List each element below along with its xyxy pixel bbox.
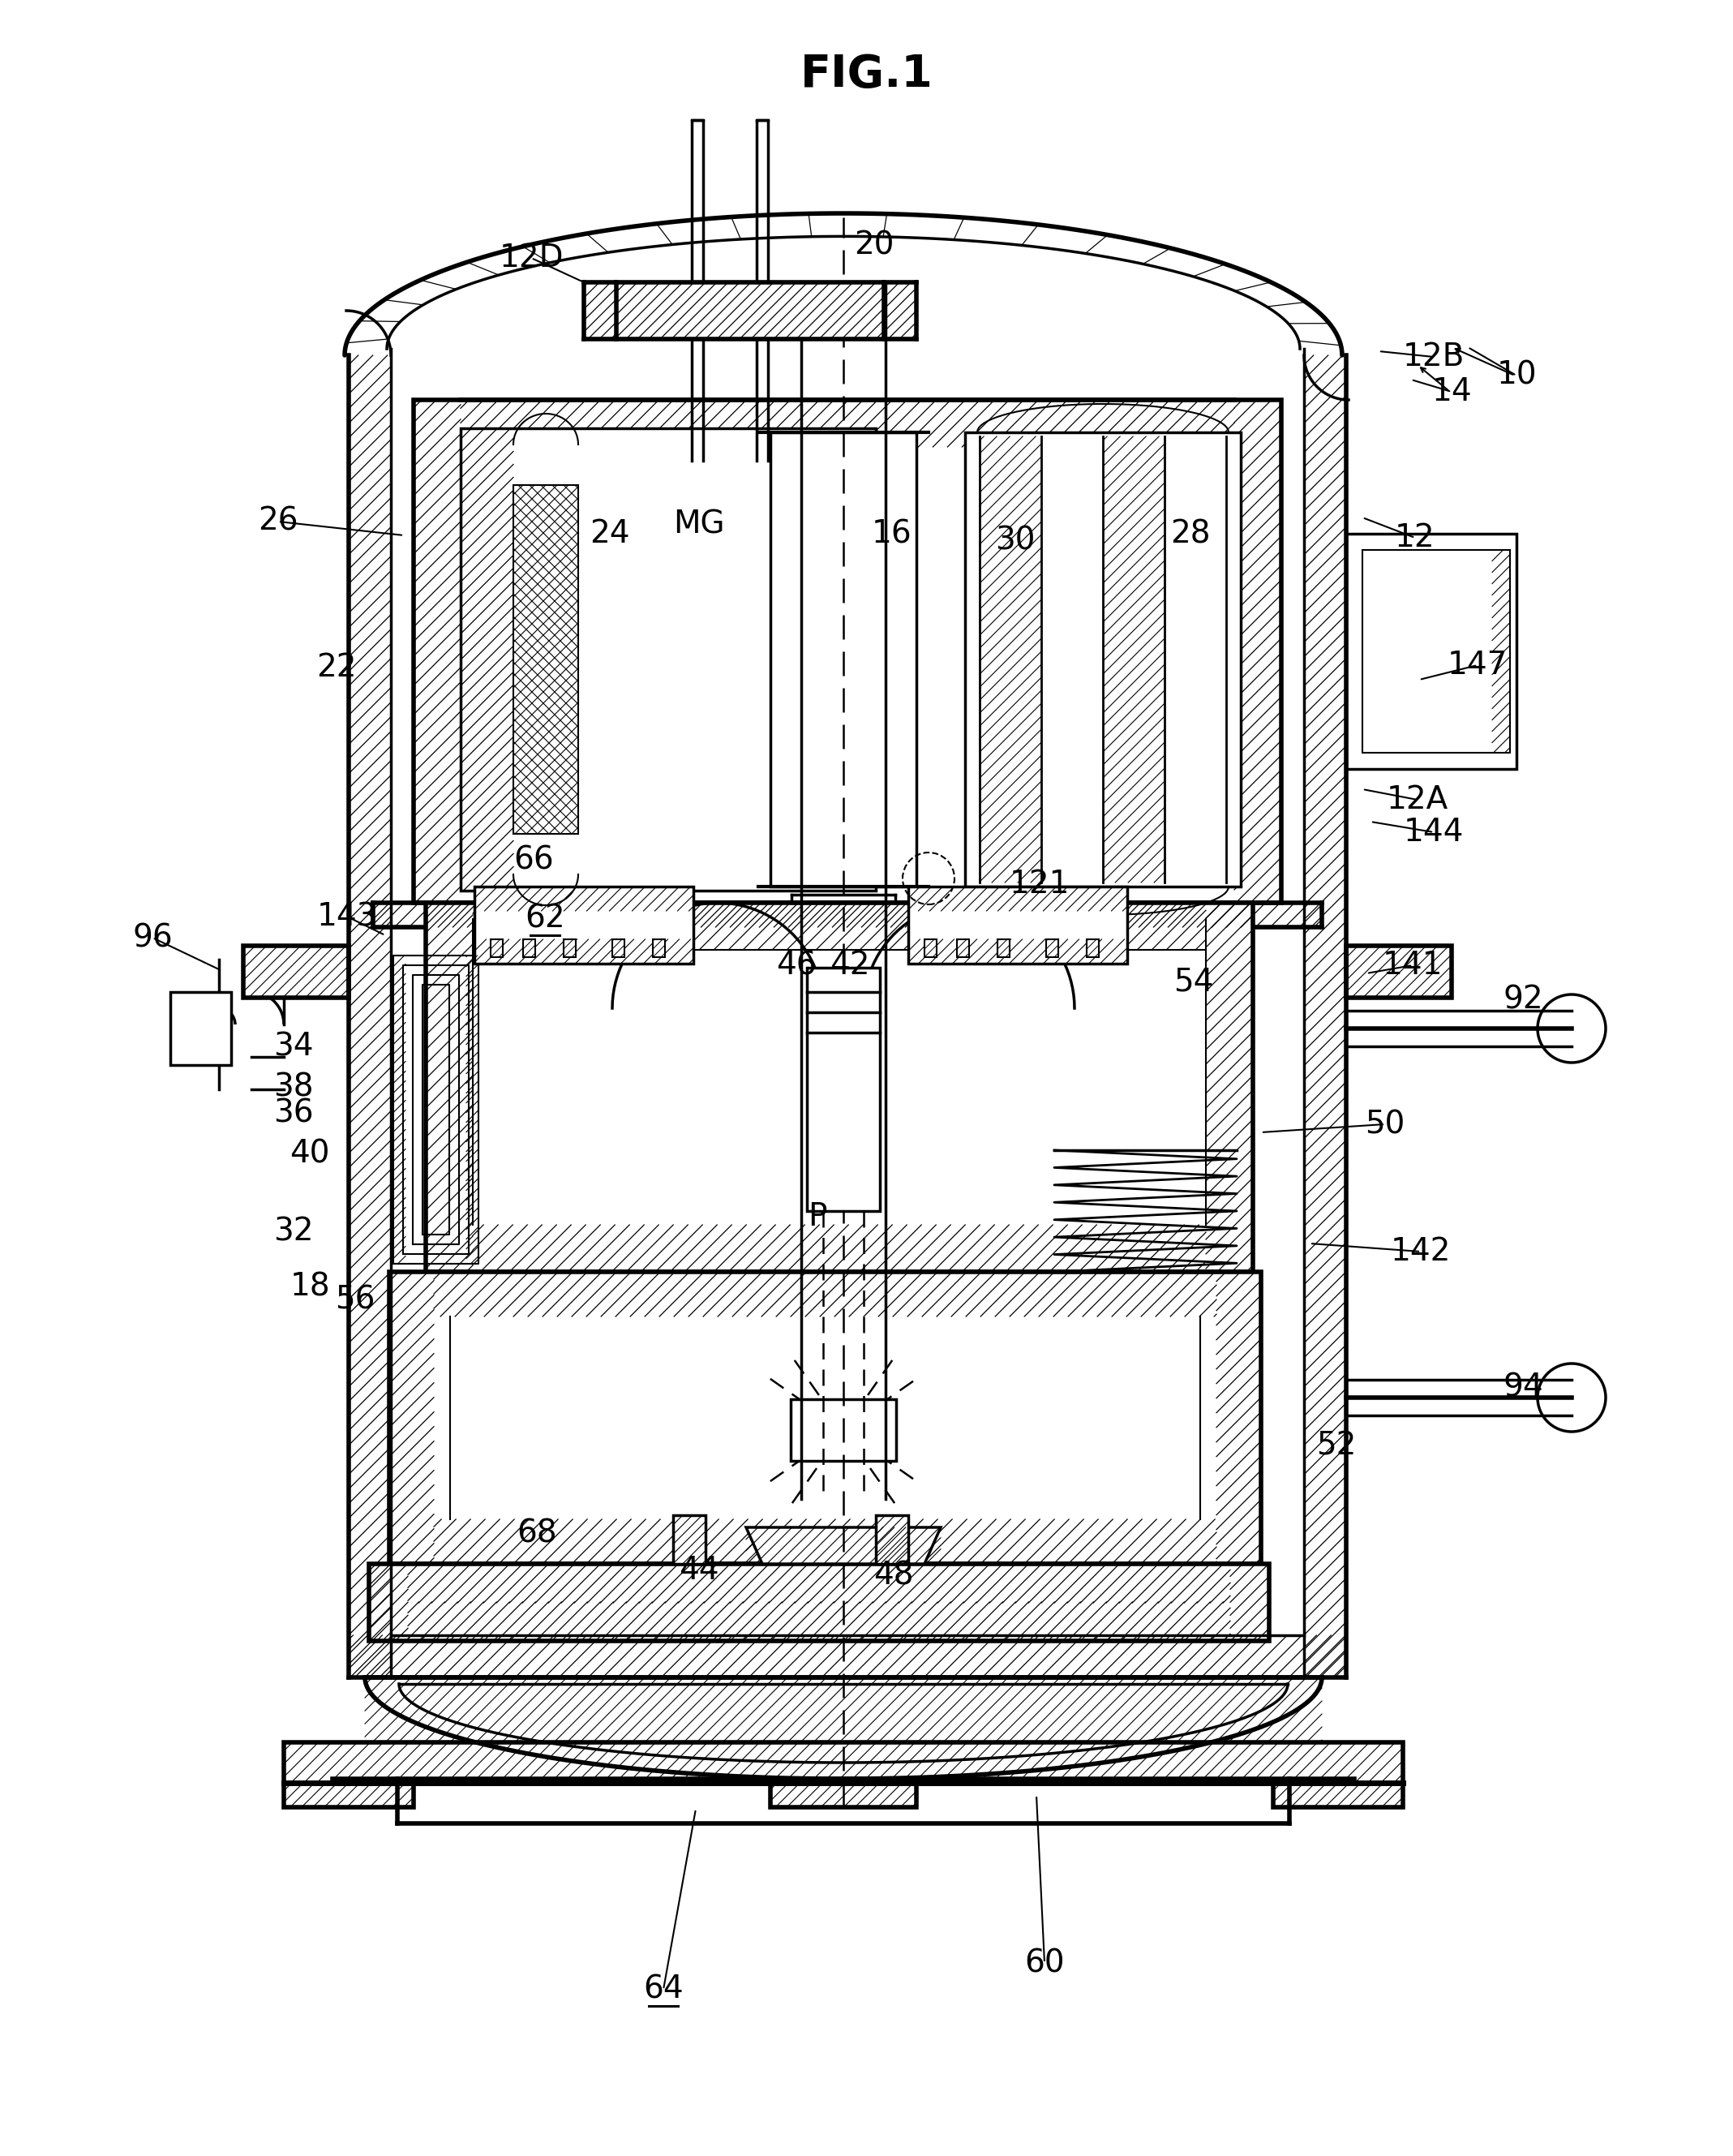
- Text: 12B: 12B: [1402, 341, 1464, 373]
- Text: 92: 92: [1503, 985, 1542, 1015]
- Bar: [875, 1516, 908, 1563]
- Bar: [998, 940, 1010, 957]
- Text: MG: MG: [672, 509, 724, 539]
- Bar: [908, 886, 1126, 964]
- Text: 66: 66: [513, 845, 555, 875]
- Text: 36: 36: [274, 1097, 314, 1130]
- Text: 144: 144: [1404, 817, 1464, 847]
- Bar: [284, 1783, 414, 1807]
- Bar: [523, 940, 535, 957]
- Text: 121: 121: [1009, 869, 1069, 899]
- Bar: [563, 940, 575, 957]
- Text: 32: 32: [274, 1216, 314, 1246]
- Text: 12: 12: [1395, 522, 1435, 554]
- Bar: [965, 433, 1241, 886]
- Bar: [957, 940, 969, 957]
- Bar: [426, 903, 1253, 1272]
- FancyBboxPatch shape: [170, 992, 230, 1065]
- Text: P: P: [808, 1201, 827, 1231]
- Bar: [1047, 940, 1059, 957]
- Text: 60: 60: [1024, 1947, 1064, 1979]
- Text: 18: 18: [291, 1272, 331, 1302]
- Text: 16: 16: [872, 517, 912, 550]
- Bar: [924, 940, 936, 957]
- Polygon shape: [747, 1526, 941, 1563]
- Bar: [414, 399, 1281, 903]
- Text: 141: 141: [1383, 951, 1444, 981]
- Bar: [808, 968, 880, 1212]
- Text: 52: 52: [1317, 1432, 1357, 1462]
- Bar: [612, 940, 624, 957]
- Text: 26: 26: [258, 507, 298, 537]
- Text: 34: 34: [274, 1031, 314, 1061]
- Bar: [461, 429, 875, 890]
- Bar: [771, 1783, 917, 1807]
- Bar: [475, 886, 693, 964]
- Bar: [653, 940, 665, 957]
- Text: 142: 142: [1390, 1235, 1451, 1268]
- Text: 24: 24: [589, 517, 629, 550]
- Text: 22: 22: [317, 651, 357, 683]
- Text: 14: 14: [1431, 377, 1471, 407]
- Text: 96: 96: [132, 923, 173, 953]
- Bar: [390, 1272, 1262, 1563]
- Bar: [1362, 550, 1509, 752]
- Text: 143: 143: [317, 901, 378, 931]
- Text: 38: 38: [274, 1072, 314, 1102]
- Bar: [284, 1742, 1404, 1783]
- Bar: [513, 485, 579, 834]
- Bar: [243, 946, 348, 998]
- Text: 46: 46: [776, 951, 816, 981]
- Text: 64: 64: [643, 1975, 683, 2005]
- Text: 10: 10: [1496, 360, 1537, 390]
- Text: 50: 50: [1366, 1108, 1405, 1141]
- Text: 40: 40: [289, 1138, 329, 1171]
- Text: FIG.1: FIG.1: [801, 52, 932, 97]
- Text: 147: 147: [1447, 649, 1508, 681]
- Text: 42: 42: [830, 951, 870, 981]
- Bar: [1274, 1783, 1404, 1807]
- Text: 12A: 12A: [1386, 785, 1449, 815]
- Text: 54: 54: [1173, 966, 1213, 996]
- Bar: [1347, 946, 1452, 998]
- Text: 30: 30: [995, 524, 1035, 556]
- Text: 62: 62: [525, 903, 565, 934]
- Bar: [617, 282, 884, 338]
- Text: 12D: 12D: [499, 241, 563, 274]
- Text: 20: 20: [854, 231, 894, 261]
- Text: 68: 68: [516, 1518, 556, 1548]
- Bar: [369, 1563, 1269, 1641]
- Bar: [771, 433, 917, 886]
- Bar: [672, 1516, 705, 1563]
- Bar: [790, 1399, 896, 1462]
- Text: 94: 94: [1503, 1371, 1542, 1401]
- Text: 56: 56: [334, 1285, 376, 1315]
- Bar: [1347, 535, 1516, 770]
- Text: 28: 28: [1170, 517, 1211, 550]
- Bar: [1087, 940, 1099, 957]
- Bar: [490, 940, 503, 957]
- Text: 44: 44: [679, 1554, 719, 1587]
- Text: 48: 48: [873, 1561, 913, 1591]
